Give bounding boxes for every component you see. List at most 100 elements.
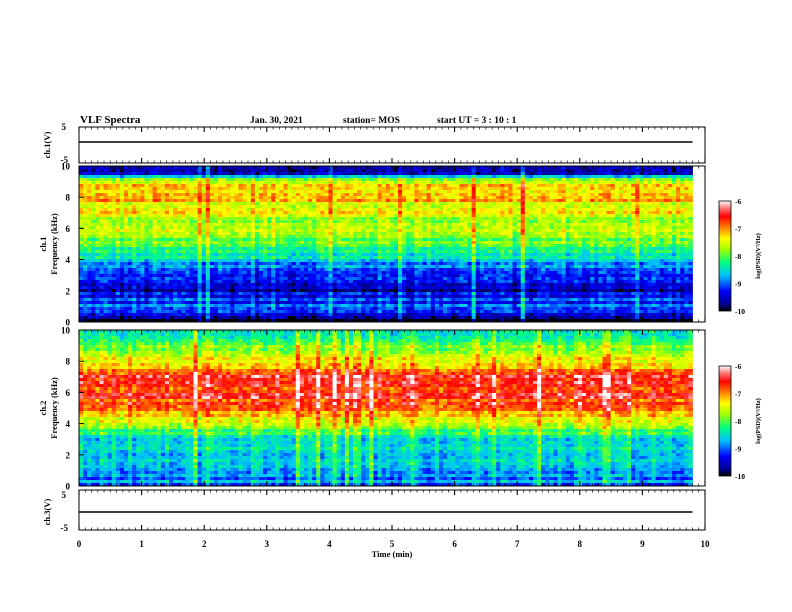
spectrogram-cell [590,205,595,209]
spectrogram-cell [357,211,362,215]
spectrogram-cell [496,247,501,251]
spectrogram-cell [87,223,92,227]
spectrogram-cell [434,256,440,260]
spectrogram-cell [430,205,436,209]
spectrogram-cell [348,235,354,239]
spectrogram-cell [614,184,620,188]
spectrogram-cell [569,226,575,230]
spectrogram-cell [647,229,652,233]
spectrogram-cell [222,247,227,251]
spectrogram-cell [287,193,293,197]
spectrogram-cell [545,172,550,176]
spectrogram-cell [602,169,607,173]
spectrogram-cell [320,208,325,212]
spectrogram-cell [508,241,513,245]
spectrogram-cell [119,238,125,242]
spectrogram-cell [524,214,530,218]
spectrogram-cell [348,190,354,194]
spectrogram-cell [672,220,677,224]
spectrogram-cell [87,226,92,230]
spectrogram-cell [148,202,154,206]
spectrogram-cell [651,229,657,233]
spectrogram-cell [443,247,448,251]
spectrogram-cell [688,187,693,191]
spectrogram-cell [426,205,432,209]
spectrogram-cell [516,199,522,203]
spectrogram-cell [365,241,370,245]
spectrogram-cell [582,172,587,176]
spectrogram-cell [316,241,321,245]
spectrogram-cell [230,244,235,248]
spectrogram-cell [500,190,505,194]
spectrogram-cell [402,169,407,173]
spectrogram-cell [667,202,673,206]
spectrogram-cell [467,205,473,209]
spectrogram-cell [402,256,407,260]
spectrogram-cell [263,238,268,242]
spectrogram-cell [414,226,419,230]
spectrogram-cell [287,172,293,176]
spectrogram-cell [357,205,362,209]
spectrogram-cell [524,217,530,221]
spectrogram-cell [508,247,513,251]
spectrogram-cell [590,172,595,176]
spectrogram-cell [193,220,199,224]
spectrogram-cell [532,208,538,212]
spectrogram-cell [459,166,464,170]
spectrogram-cell [361,169,366,173]
spectrogram-cell [361,193,366,197]
spectrogram-cell [173,169,178,173]
spectrogram-cell [475,166,481,170]
spectrogram-cell [524,178,530,182]
spectrogram-cell [672,253,677,257]
spectrogram-cell [291,238,297,242]
spectrogram-cell [410,226,415,230]
spectrogram-cell [132,229,137,233]
spectrogram-cell [95,178,100,182]
spectrogram-cell [402,238,407,242]
spectrogram-cell [295,247,301,251]
spectrogram-cell [622,226,628,230]
spectrogram-cell [684,190,689,194]
spectrogram-cell [242,184,248,188]
spectrogram-cell [132,211,137,215]
spectrogram-cell [197,229,203,233]
spectrogram-cell [168,238,174,242]
spectrogram-cell [119,175,125,179]
spectrogram-cell [373,226,378,230]
spectrogram-cell [226,199,231,203]
spectrogram-cell [336,214,342,218]
spectrogram-cell [610,196,616,200]
spectrogram-cell [561,178,567,182]
spectrogram-cell [487,223,493,227]
spectrogram-cell [618,202,624,206]
spectrogram-cell [618,247,624,251]
spectrogram-cell [459,205,464,209]
spectrogram-cell [316,193,321,197]
spectrogram-cell [213,217,219,221]
spectrogram-cell [242,250,248,254]
spectrogram-cell [177,217,182,221]
spectrogram-cell [353,190,358,194]
spectrogram-cell [312,214,317,218]
spectrogram-cell [537,259,542,263]
spectrogram-cell [353,208,358,212]
spectrogram-cell [410,259,415,263]
spectrogram-cell [659,214,665,218]
spectrogram-cell [651,256,657,260]
spectrogram-cell [549,229,554,233]
spectrogram-cell [430,229,436,233]
spectrogram-cell [545,193,550,197]
spectrogram-cell [577,244,583,248]
spectrogram-cell [340,193,346,197]
spectrogram-cell [312,259,317,263]
spectrogram-cell [565,229,571,233]
spectrogram-cell [189,184,194,188]
spectrogram-cell [659,247,665,251]
spectrogram-cell [365,244,370,248]
spectrogram-cell [422,214,428,218]
spectrogram-cell [684,223,689,227]
spectrogram-cell [410,217,415,221]
spectrogram-cell [561,184,567,188]
spectrogram-cell [410,184,415,188]
